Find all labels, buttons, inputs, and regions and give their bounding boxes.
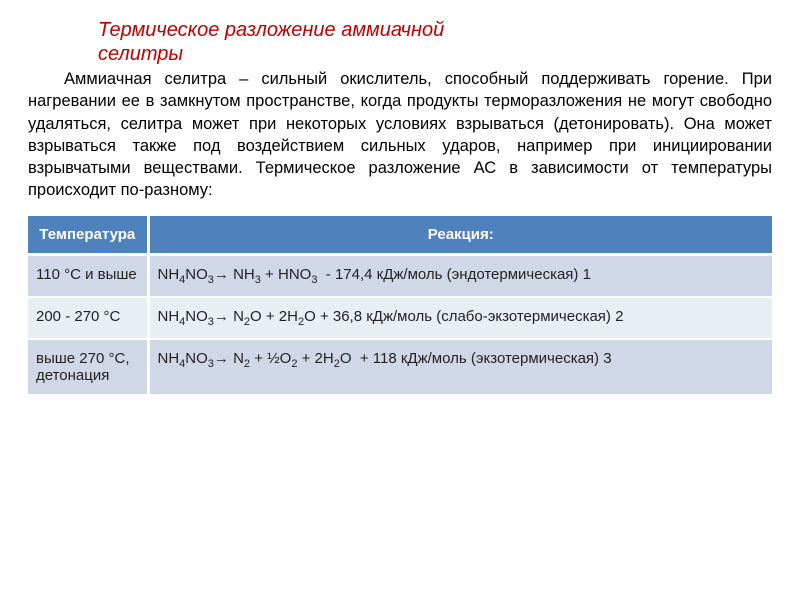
slide-title: Термическое разложение аммиачной селитры	[98, 18, 772, 66]
reaction-table: Температура Реакция: 110 °С и выше NH4NO…	[28, 216, 772, 396]
cell-reaction: NH4NO3→ N2O + 2H2O + 36,8 кДж/моль (слаб…	[148, 297, 772, 339]
table-row: выше 270 °С, детонация NH4NO3→ N2 + ½O2 …	[28, 339, 772, 395]
col-header-reaction: Реакция:	[148, 216, 772, 255]
body-paragraph: Аммиачная селитра – сильный окислитель, …	[28, 68, 772, 202]
table-row: 200 - 270 °С NH4NO3→ N2O + 2H2O + 36,8 к…	[28, 297, 772, 339]
col-header-temp: Температура	[28, 216, 148, 255]
table-row: 110 °С и выше NH4NO3→ NH3 + HNO3 - 174,4…	[28, 254, 772, 297]
cell-reaction: NH4NO3→ N2 + ½O2 + 2H2O + 118 кДж/моль (…	[148, 339, 772, 395]
cell-reaction: NH4NO3→ NH3 + HNO3 - 174,4 кДж/моль (энд…	[148, 254, 772, 297]
table-body: 110 °С и выше NH4NO3→ NH3 + HNO3 - 174,4…	[28, 254, 772, 395]
title-line-1: Термическое разложение аммиачной	[98, 19, 444, 41]
cell-temp: 110 °С и выше	[28, 254, 148, 297]
cell-temp: выше 270 °С, детонация	[28, 339, 148, 395]
title-line-2: селитры	[98, 43, 183, 65]
cell-temp: 200 - 270 °С	[28, 297, 148, 339]
table-header-row: Температура Реакция:	[28, 216, 772, 255]
